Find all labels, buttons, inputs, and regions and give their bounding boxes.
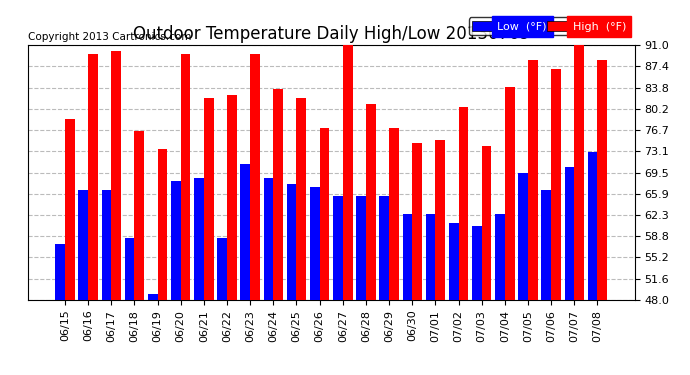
Bar	[402, 214, 412, 300]
Bar	[148, 294, 157, 300]
Bar	[412, 143, 422, 300]
Bar	[250, 54, 260, 300]
Bar	[217, 238, 227, 300]
Bar	[495, 214, 505, 300]
Bar	[111, 51, 121, 300]
Legend: Low  (°F), High  (°F): Low (°F), High (°F)	[469, 17, 629, 35]
Bar	[319, 128, 329, 300]
Bar	[366, 104, 375, 300]
Bar	[588, 152, 598, 300]
Bar	[240, 164, 250, 300]
Bar	[204, 98, 214, 300]
Bar	[380, 196, 389, 300]
Bar	[528, 60, 538, 300]
Bar	[518, 172, 528, 300]
Bar	[448, 223, 459, 300]
Title: Outdoor Temperature Daily High/Low 20130709: Outdoor Temperature Daily High/Low 20130…	[132, 26, 530, 44]
Bar	[227, 95, 237, 300]
Bar	[297, 98, 306, 300]
Bar	[435, 140, 445, 300]
Bar	[574, 45, 584, 300]
Bar	[551, 69, 561, 300]
Bar	[135, 131, 144, 300]
Bar	[287, 184, 297, 300]
Bar	[389, 128, 399, 300]
Bar	[564, 166, 574, 300]
Text: Copyright 2013 Cartronics.com: Copyright 2013 Cartronics.com	[28, 33, 191, 42]
Bar	[310, 188, 319, 300]
Bar	[79, 190, 88, 300]
Bar	[55, 244, 65, 300]
Bar	[505, 87, 515, 300]
Bar	[333, 196, 343, 300]
Bar	[459, 107, 469, 300]
Bar	[125, 238, 135, 300]
Bar	[482, 146, 491, 300]
Bar	[171, 182, 181, 300]
Bar	[65, 119, 75, 300]
Bar	[542, 190, 551, 300]
Bar	[181, 54, 190, 300]
Bar	[426, 214, 435, 300]
Bar	[598, 60, 607, 300]
Bar	[343, 42, 353, 300]
Bar	[101, 190, 111, 300]
Bar	[356, 196, 366, 300]
Bar	[472, 226, 482, 300]
Bar	[157, 149, 167, 300]
Bar	[273, 90, 283, 300]
Bar	[264, 178, 273, 300]
Bar	[194, 178, 204, 300]
Bar	[88, 54, 98, 300]
